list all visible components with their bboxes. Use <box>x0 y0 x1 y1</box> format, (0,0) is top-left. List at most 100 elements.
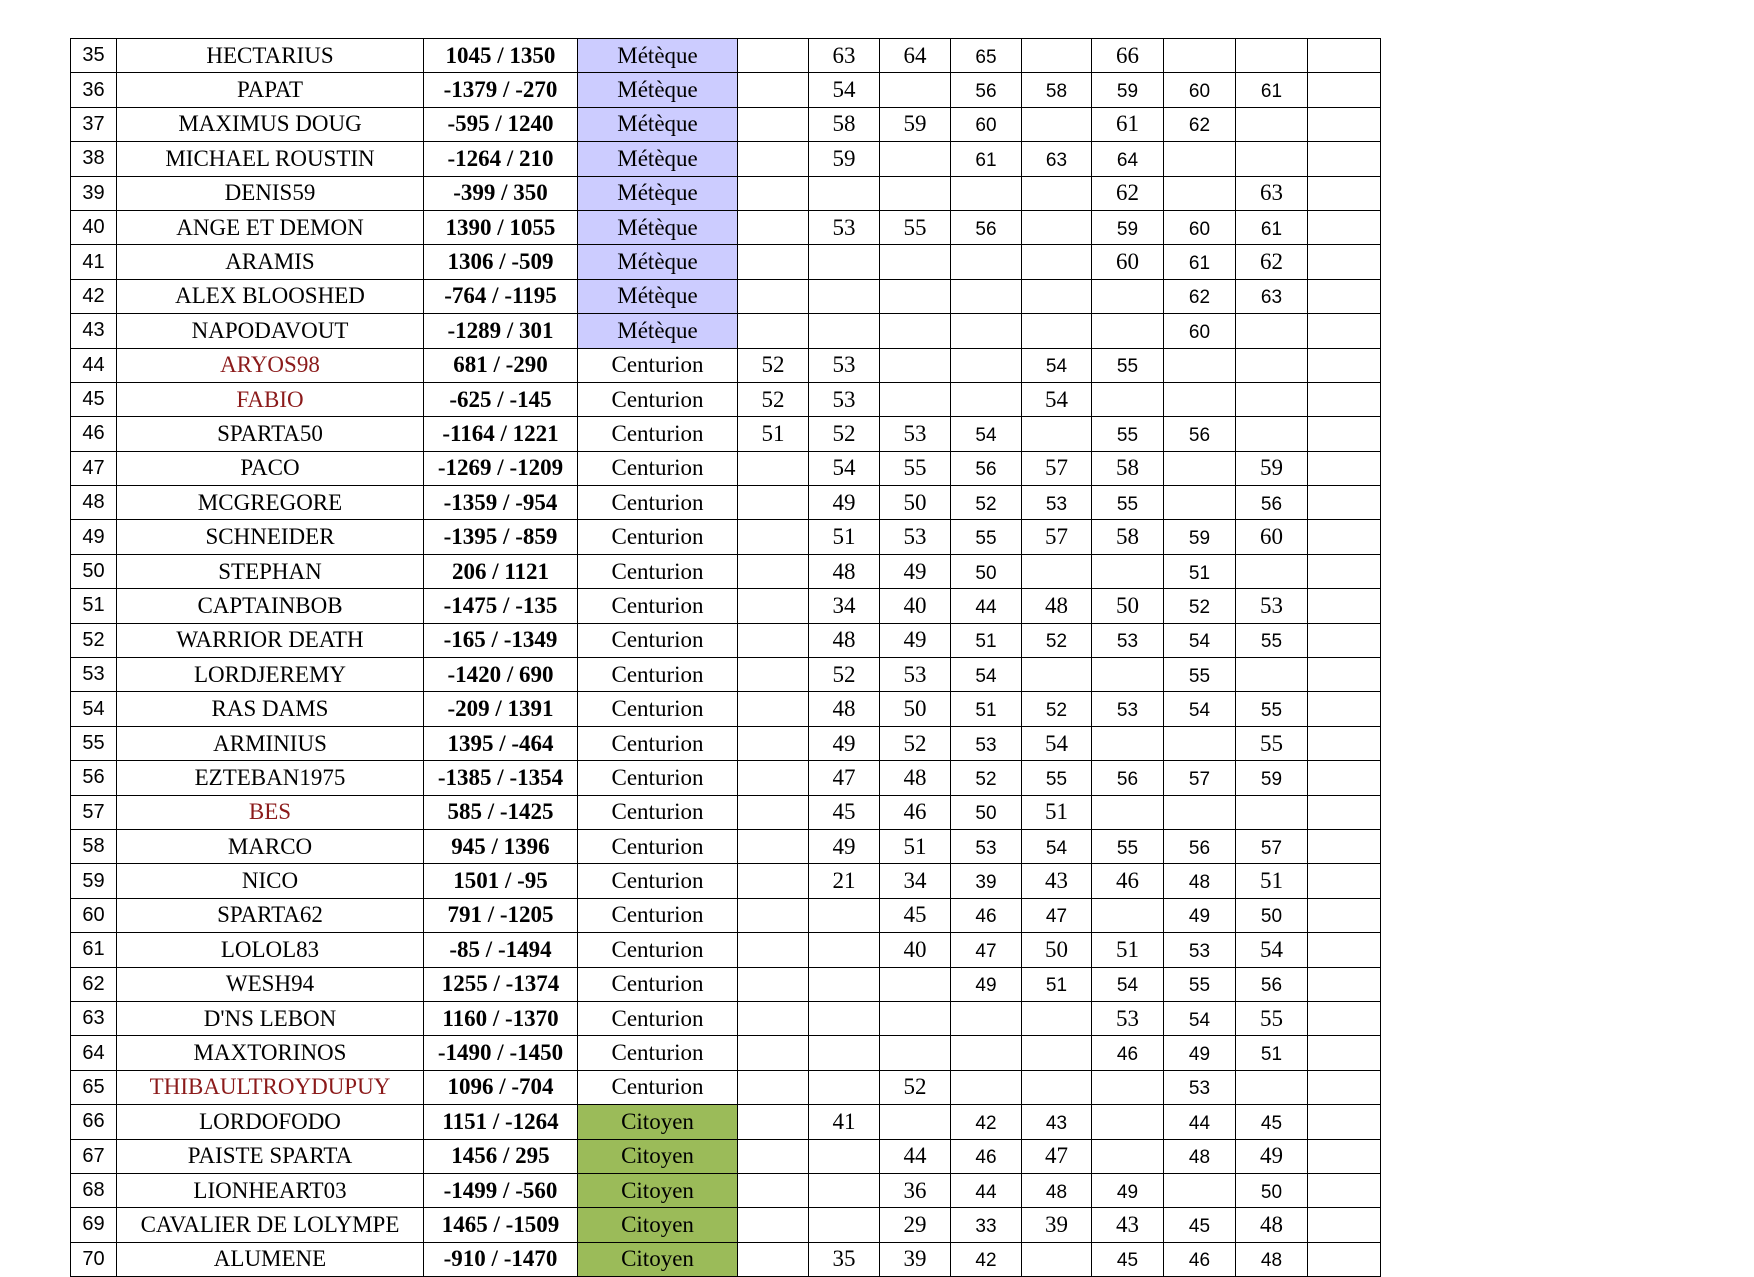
status-cell: Centurion <box>577 966 738 1002</box>
value-cell <box>1307 519 1381 555</box>
value-cell: 61 <box>1235 72 1308 108</box>
value-cell: 59 <box>1235 760 1308 796</box>
value-cell: 51 <box>737 416 809 452</box>
value-cell <box>1021 37 1092 74</box>
value-cell <box>808 244 880 280</box>
value-cell: 52 <box>879 725 951 762</box>
value-cell: 51 <box>1021 794 1092 830</box>
players-table: 35 HECTARIUS 1045 / 1350 Métèque 63 64 65 66 36 P… <box>70 37 1381 1277</box>
value-cell <box>1163 381 1236 418</box>
value-cell <box>737 519 809 555</box>
value-cell <box>737 1035 809 1071</box>
value-cell: 53 <box>1091 691 1164 727</box>
value-cell: 44 <box>879 1138 951 1174</box>
value-cell: 52 <box>879 1069 951 1106</box>
player-name-cell: MARCO <box>116 828 424 865</box>
value-cell: 55 <box>1091 828 1164 865</box>
value-cell <box>1163 1172 1236 1209</box>
value-cell: 60 <box>1091 244 1164 280</box>
table-row: 62 WESH94 1255 / -1374 Centurion 49 51 54 55 56 <box>70 966 1381 1002</box>
value-cell <box>1091 1138 1164 1174</box>
value-cell <box>1021 1035 1092 1071</box>
value-cell <box>1091 1069 1164 1106</box>
rank-cell: 63 <box>70 1000 117 1037</box>
status-cell: Métèque <box>577 278 738 315</box>
status-cell: Métèque <box>577 72 738 108</box>
value-cell <box>1307 1138 1381 1174</box>
value-cell: 42 <box>950 1104 1022 1140</box>
value-cell <box>1307 244 1381 280</box>
value-cell <box>1021 553 1092 590</box>
value-cell: 46 <box>1091 863 1164 899</box>
coordinates-cell: -1475 / -135 <box>423 588 578 624</box>
value-cell: 58 <box>1091 450 1164 487</box>
value-cell: 57 <box>1021 450 1092 487</box>
value-cell <box>950 278 1022 315</box>
status-cell: Citoyen <box>577 1172 738 1209</box>
value-cell <box>1307 1172 1381 1209</box>
value-cell: 47 <box>1021 1138 1092 1174</box>
value-cell: 64 <box>1091 141 1164 177</box>
value-cell <box>1307 347 1381 383</box>
value-cell <box>1307 863 1381 899</box>
status-cell: Centurion <box>577 932 738 968</box>
value-cell: 53 <box>1021 485 1092 521</box>
value-cell: 54 <box>1163 1000 1236 1037</box>
coordinates-cell: -1289 / 301 <box>423 313 578 349</box>
value-cell <box>1163 794 1236 830</box>
value-cell <box>879 1000 951 1037</box>
value-cell: 55 <box>1091 485 1164 521</box>
rank-cell: 51 <box>70 588 117 624</box>
player-name-cell: SPARTA50 <box>116 416 424 452</box>
value-cell: 50 <box>879 485 951 521</box>
value-cell <box>1235 794 1308 830</box>
value-cell <box>1021 175 1092 211</box>
value-cell <box>737 313 809 349</box>
status-cell: Centurion <box>577 347 738 383</box>
value-cell: 53 <box>1091 622 1164 659</box>
status-cell: Citoyen <box>577 1207 738 1243</box>
value-cell: 55 <box>1235 725 1308 762</box>
value-cell <box>1307 450 1381 487</box>
coordinates-cell: -209 / 1391 <box>423 691 578 727</box>
coordinates-cell: 206 / 1121 <box>423 553 578 590</box>
value-cell <box>879 347 951 383</box>
rank-cell: 68 <box>70 1172 117 1209</box>
value-cell: 55 <box>1235 622 1308 659</box>
table-row: 36 PAPAT -1379 / -270 Métèque 54 56 58 59 60 61 <box>70 72 1381 108</box>
status-cell: Centurion <box>577 1000 738 1037</box>
value-cell: 46 <box>879 794 951 830</box>
value-cell <box>737 1138 809 1174</box>
value-cell <box>1091 313 1164 349</box>
player-name-cell: MAXTORINOS <box>116 1035 424 1071</box>
value-cell: 55 <box>879 209 951 246</box>
value-cell <box>1163 175 1236 211</box>
table-row: 39 DENIS59 -399 / 350 Métèque 62 63 <box>70 175 1381 211</box>
value-cell: 61 <box>1091 106 1164 143</box>
value-cell <box>1307 1035 1381 1071</box>
value-cell <box>1307 828 1381 865</box>
value-cell <box>1163 347 1236 383</box>
rank-cell: 57 <box>70 794 117 830</box>
player-name-cell: FABIO <box>116 381 424 418</box>
table-row: 44 ARYOS98 681 / -290 Centurion 52 53 54 55 <box>70 347 1381 383</box>
value-cell <box>1163 37 1236 74</box>
value-cell: 52 <box>737 347 809 383</box>
value-cell: 49 <box>1235 1138 1308 1174</box>
value-cell: 65 <box>950 37 1022 74</box>
table-row: 63 D'NS LEBON 1160 / -1370 Centurion 53 54 55 <box>70 1000 1381 1037</box>
coordinates-cell: -1164 / 1221 <box>423 416 578 452</box>
player-name-cell: MCGREGORE <box>116 485 424 521</box>
value-cell: 51 <box>808 519 880 555</box>
player-name-cell: NAPODAVOUT <box>116 313 424 349</box>
value-cell: 33 <box>950 1207 1022 1243</box>
value-cell: 59 <box>1163 519 1236 555</box>
player-name-cell: ANGE ET DEMON <box>116 209 424 246</box>
value-cell: 56 <box>1163 416 1236 452</box>
value-cell <box>879 175 951 211</box>
value-cell <box>1021 244 1092 280</box>
value-cell <box>1307 1207 1381 1243</box>
coordinates-cell: -1264 / 210 <box>423 141 578 177</box>
value-cell <box>1021 278 1092 315</box>
value-cell: 49 <box>1163 897 1236 934</box>
